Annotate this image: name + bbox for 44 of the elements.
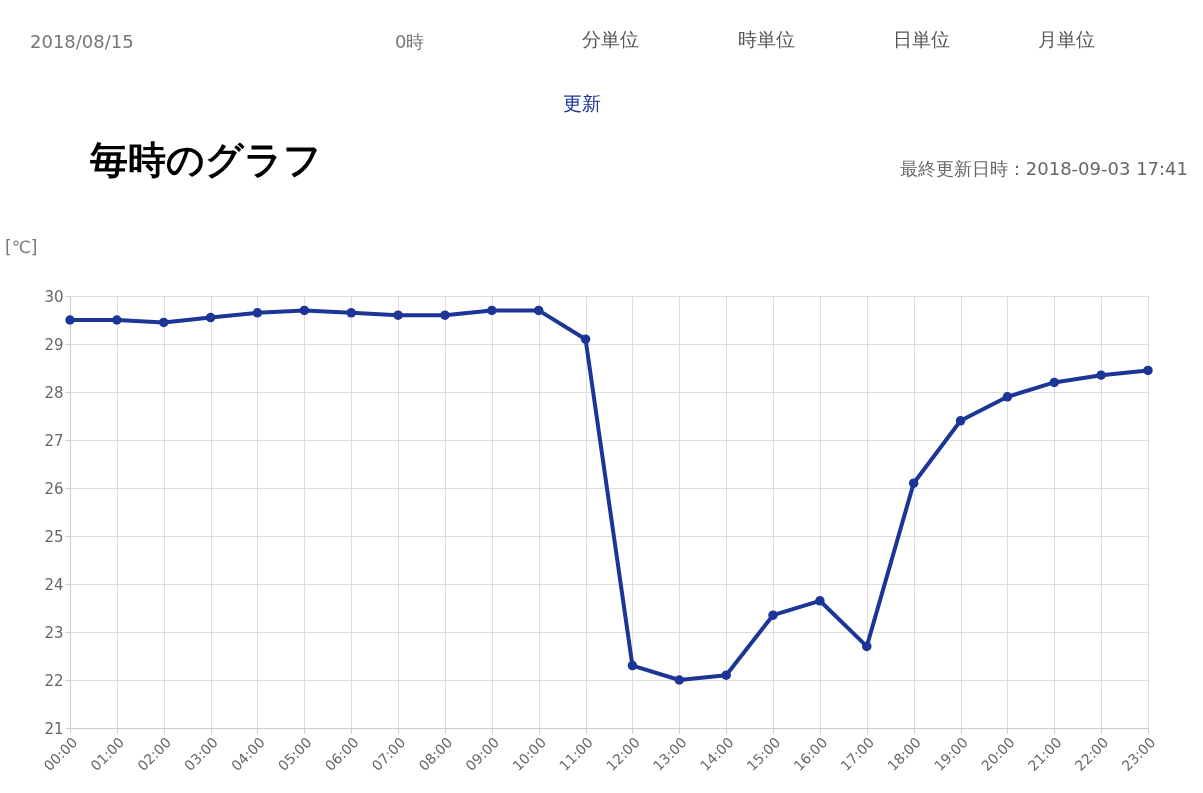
point bbox=[299, 305, 310, 316]
point bbox=[862, 641, 872, 652]
point bbox=[580, 334, 591, 344]
point bbox=[252, 308, 263, 318]
point bbox=[1002, 392, 1013, 402]
point bbox=[393, 310, 403, 320]
point bbox=[65, 315, 75, 325]
point bbox=[674, 675, 685, 685]
point bbox=[440, 310, 450, 320]
y-tick-label: 25 bbox=[44, 527, 64, 546]
y-tick-label: 28 bbox=[44, 383, 64, 402]
point bbox=[533, 305, 544, 316]
text: 日単位 bbox=[893, 28, 950, 50]
y-axis-title: [℃] bbox=[5, 237, 38, 257]
text: 最終更新日時：2018-09-03 17:41 bbox=[899, 158, 1188, 179]
y-tick-label: 22 bbox=[44, 671, 64, 690]
point bbox=[159, 317, 169, 328]
y-tick-label: 23 bbox=[44, 623, 64, 642]
y-tick-label: 27 bbox=[44, 431, 64, 450]
point bbox=[205, 312, 216, 323]
text: 更新 bbox=[563, 92, 601, 114]
text: 月単位 bbox=[1038, 28, 1095, 50]
y-tick-label: 21 bbox=[44, 719, 64, 738]
text: 2018/08/15 bbox=[30, 31, 134, 52]
y-tick-label: 26 bbox=[44, 479, 64, 498]
point bbox=[955, 416, 966, 426]
text: 分単位 bbox=[582, 28, 639, 50]
point bbox=[627, 660, 638, 671]
point bbox=[1049, 377, 1059, 388]
point bbox=[721, 670, 731, 680]
y-tick-label: 24 bbox=[44, 575, 64, 594]
point bbox=[1143, 365, 1153, 376]
point bbox=[768, 610, 778, 620]
text: 0時 bbox=[395, 31, 425, 52]
y-tick-label: 29 bbox=[44, 335, 64, 354]
y-tick-label: 30 bbox=[44, 287, 64, 306]
point bbox=[112, 315, 122, 325]
point bbox=[908, 478, 919, 488]
point bbox=[487, 305, 497, 316]
text: 時単位 bbox=[738, 28, 795, 50]
chart-title: 毎時のグラフ bbox=[89, 138, 322, 182]
point bbox=[1096, 370, 1106, 380]
point bbox=[346, 308, 356, 318]
point bbox=[815, 596, 825, 606]
